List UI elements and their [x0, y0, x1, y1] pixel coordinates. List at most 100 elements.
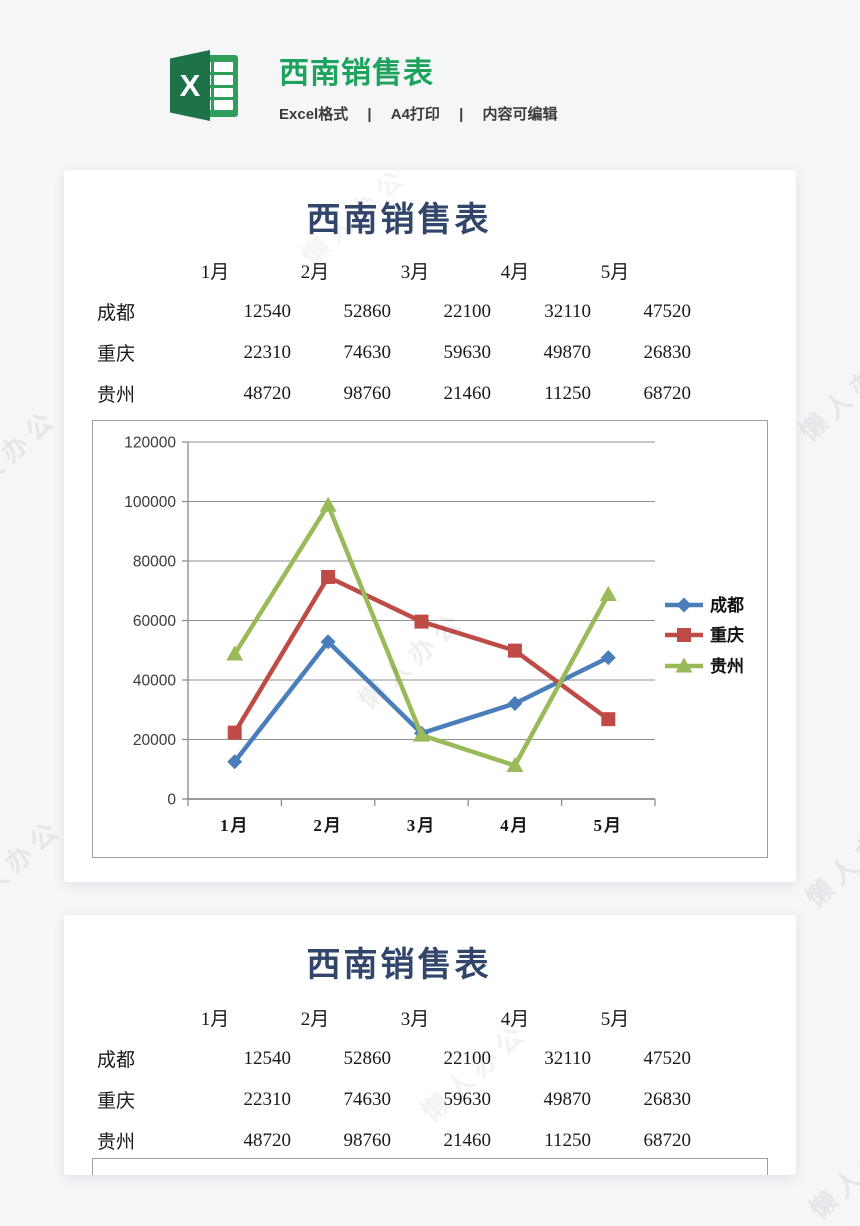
- column-header: 3月: [400, 1009, 430, 1030]
- column-header: 3月: [400, 262, 430, 283]
- cell-value: 59630: [443, 1088, 492, 1110]
- svg-text:60000: 60000: [133, 613, 176, 630]
- series-1-marker: [321, 569, 336, 584]
- cell-value: 26830: [643, 1088, 692, 1110]
- series-0-marker: [600, 650, 616, 666]
- table-row: 成都 12540 52860 22100 32110 47520: [97, 1038, 691, 1079]
- series-1: [227, 569, 616, 740]
- row-label: 贵州: [97, 1132, 136, 1153]
- cell-value: 48720: [243, 382, 292, 404]
- excel-x-icon: X: [170, 50, 210, 121]
- svg-text:20000: 20000: [133, 732, 176, 749]
- series-2-marker: [226, 645, 244, 661]
- legend-marker: [676, 597, 692, 613]
- sheet-title: 西南销售表: [306, 945, 492, 985]
- page-title: 西南销售表: [279, 57, 434, 90]
- cell-value: 49870: [543, 1088, 592, 1110]
- cell-value: 21460: [443, 382, 492, 404]
- cell-value: 22100: [443, 300, 492, 322]
- watermark: 懒人办公: [0, 813, 69, 924]
- cell-value: 68720: [643, 1129, 692, 1151]
- sales-table: 1月 2月 3月 4月 5月 成都 12540 52860 22100 32110 47520 重庆 2…: [97, 997, 691, 1161]
- svg-text:4月: 4月: [500, 816, 530, 835]
- column-header: 2月: [300, 1009, 330, 1030]
- cell-value: 12540: [243, 1047, 292, 1069]
- series-2-marker: [506, 757, 524, 773]
- svg-text:0: 0: [167, 792, 176, 809]
- cell-value: 21460: [443, 1129, 492, 1151]
- table-row: 1月 2月 3月 4月 5月: [97, 997, 691, 1038]
- x-axis-ticks: [187, 799, 656, 806]
- meta-editable: 内容可编辑: [482, 106, 558, 123]
- column-header: 4月: [500, 262, 530, 283]
- series-0-marker: [227, 754, 243, 770]
- svg-text:3月: 3月: [407, 816, 437, 835]
- row-label: 成都: [97, 303, 136, 324]
- legend-label: 成都: [710, 595, 744, 615]
- series-1-marker: [414, 614, 429, 629]
- row-label: 贵州: [97, 385, 136, 406]
- column-header: 5月: [600, 262, 630, 283]
- chart-frame-partial: [92, 1158, 768, 1175]
- svg-text:2月: 2月: [313, 816, 343, 835]
- column-header: 1月: [200, 1009, 230, 1030]
- series-1-marker: [227, 725, 242, 740]
- cell-value: 47520: [643, 300, 692, 322]
- series-2-marker: [413, 726, 430, 742]
- row-label: 重庆: [97, 1091, 136, 1112]
- series-2-marker: [599, 586, 617, 602]
- cell-value: 49870: [543, 341, 592, 363]
- table-row: 重庆 22310 74630 59630 49870 26830: [97, 332, 691, 373]
- meta-separator: |: [367, 106, 372, 123]
- legend-label: 重庆: [710, 625, 744, 645]
- series-0-marker: [320, 634, 336, 650]
- series-2-marker: [319, 496, 337, 512]
- series-0-marker: [507, 695, 523, 711]
- table-row: 1月 2月 3月 4月 5月: [97, 250, 691, 291]
- cell-value: 32110: [544, 300, 591, 322]
- cell-value: 68720: [643, 382, 692, 404]
- row-label: 重庆: [97, 344, 136, 365]
- column-header: 5月: [600, 1009, 630, 1030]
- cell-value: 98760: [343, 382, 392, 404]
- table-row: 贵州 48720 98760 21460 11250 68720: [97, 373, 691, 414]
- sales-line-chart: 0 20000 40000 60000 80000 100000 120000 1月 2月 3月 4…: [124, 435, 744, 836]
- table-row: 贵州 48720 98760 21460 11250 68720: [97, 1120, 691, 1161]
- cell-value: 22100: [443, 1047, 492, 1069]
- watermark: 懒人办公: [0, 403, 65, 514]
- preview-card-2[interactable]: 西南销售表 1月 2月 3月 4月 5月 成都 12540 52860 22100 32110 47…: [64, 915, 796, 1175]
- preview-card-1[interactable]: 西南销售表 1月 2月 3月 4月 5月 成都 12540 52860 22100 32110 47…: [64, 170, 796, 882]
- x-axis-labels: 1月 2月 3月 4月 5月: [220, 816, 624, 835]
- excel-logo-icon: X: [170, 48, 240, 124]
- meta-print: A4打印: [390, 106, 440, 123]
- header-text: 西南销售表 Excel格式 | A4打印 | 内容可编辑: [279, 48, 558, 124]
- table-row: 重庆 22310 74630 59630 49870 26830: [97, 1079, 691, 1120]
- series-1-marker: [507, 643, 522, 658]
- row-label: 成都: [97, 1050, 136, 1071]
- sheet-title: 西南销售表: [306, 200, 492, 240]
- column-header: 2月: [300, 262, 330, 283]
- y-axis-labels: 0 20000 40000 60000 80000 100000 120000: [124, 435, 176, 809]
- watermark: 懒人办公: [800, 803, 860, 914]
- cell-value: 59630: [443, 341, 492, 363]
- series-2: [226, 496, 617, 773]
- page-header: X 西南销售表 Excel格式 | A4打印 | 内容可编辑: [170, 48, 558, 124]
- chart-frame: 0 20000 40000 60000 80000 100000 120000 1月 2月 3月 4…: [92, 420, 768, 858]
- svg-text:100000: 100000: [124, 494, 176, 511]
- watermark: 懒人办公: [804, 1115, 860, 1226]
- template-meta: Excel格式 | A4打印 | 内容可编辑: [279, 103, 558, 124]
- svg-text:1月: 1月: [220, 816, 250, 835]
- svg-text:5月: 5月: [594, 816, 624, 835]
- column-header: 4月: [500, 1009, 530, 1030]
- cell-value: 26830: [643, 341, 692, 363]
- cell-value: 47520: [643, 1047, 692, 1069]
- legend-marker: [675, 657, 693, 673]
- cell-value: 22310: [243, 341, 292, 363]
- cell-value: 12540: [243, 300, 292, 322]
- series-1-line: [232, 574, 610, 734]
- svg-text:80000: 80000: [133, 554, 176, 571]
- meta-format: Excel格式: [279, 106, 349, 123]
- cell-value: 11250: [544, 1129, 591, 1151]
